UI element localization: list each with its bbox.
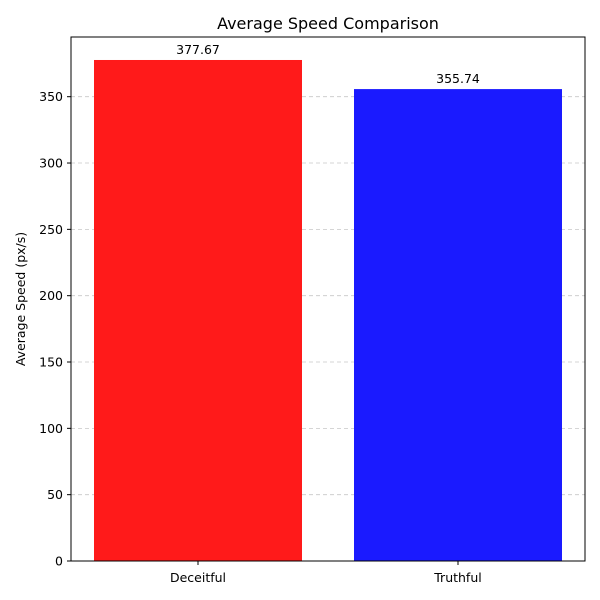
- bar-deceitful: [94, 59, 302, 561]
- y-tick-label: 100: [39, 421, 63, 436]
- y-tick-label: 200: [39, 288, 63, 303]
- y-tick-label: 250: [39, 222, 63, 237]
- data-labels: 377.67 355.74: [176, 42, 480, 86]
- y-tick-label: 300: [39, 156, 63, 171]
- x-axis-ticks: Deceitful Truthful: [170, 561, 482, 585]
- bars: [94, 59, 562, 562]
- y-tick-label: 50: [47, 487, 63, 502]
- bar-truthful: [354, 89, 562, 562]
- data-label-deceitful: 377.67: [176, 42, 220, 57]
- y-axis-label: Average Speed (px/s): [13, 232, 28, 366]
- chart-title: Average Speed Comparison: [217, 14, 439, 33]
- plot-frame: [70, 36, 586, 562]
- y-tick-label: 350: [39, 89, 63, 104]
- data-label-truthful: 355.74: [436, 71, 480, 86]
- y-axis-ticks: 0 50 100 150 200 250 300 350: [39, 89, 71, 569]
- x-tick-label-truthful: Truthful: [433, 570, 481, 585]
- y-tick-label: 0: [55, 554, 63, 569]
- x-tick-label-deceitful: Deceitful: [170, 570, 226, 585]
- y-tick-label: 150: [39, 355, 63, 370]
